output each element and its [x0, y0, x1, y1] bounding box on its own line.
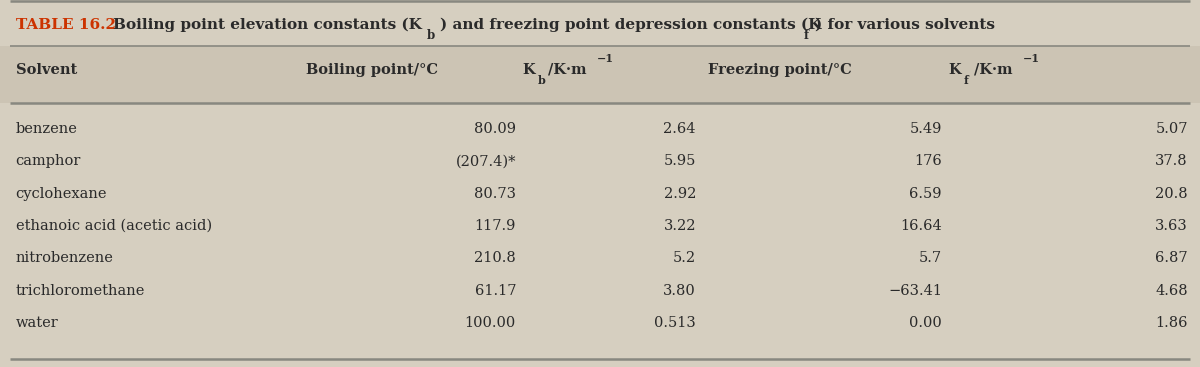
Text: −1: −1: [596, 53, 613, 64]
Text: −1: −1: [1022, 53, 1039, 64]
Text: 5.49: 5.49: [910, 122, 942, 136]
Text: 100.00: 100.00: [464, 316, 516, 330]
FancyBboxPatch shape: [0, 0, 1200, 46]
Text: ) and freezing point depression constants (K: ) and freezing point depression constant…: [440, 18, 822, 32]
Text: 61.17: 61.17: [474, 284, 516, 298]
Text: 3.63: 3.63: [1156, 219, 1188, 233]
Text: 4.68: 4.68: [1156, 284, 1188, 298]
Text: (207.4)*: (207.4)*: [456, 155, 516, 168]
Text: 2.92: 2.92: [664, 187, 696, 201]
Text: f: f: [804, 29, 809, 42]
Text: 176: 176: [914, 155, 942, 168]
Text: 80.09: 80.09: [474, 122, 516, 136]
Text: Boiling point elevation constants (K: Boiling point elevation constants (K: [113, 18, 421, 32]
Text: 37.8: 37.8: [1156, 155, 1188, 168]
Text: −63.41: −63.41: [888, 284, 942, 298]
Text: ) for various solvents: ) for various solvents: [815, 18, 995, 32]
Text: 3.22: 3.22: [664, 219, 696, 233]
Text: 6.87: 6.87: [1156, 251, 1188, 265]
Text: 1.86: 1.86: [1156, 316, 1188, 330]
Text: Solvent: Solvent: [16, 63, 77, 77]
Text: b: b: [427, 29, 434, 42]
Text: /K·m: /K·m: [974, 63, 1013, 77]
Text: trichloromethane: trichloromethane: [16, 284, 145, 298]
Text: K: K: [522, 63, 535, 77]
Text: camphor: camphor: [16, 155, 80, 168]
Text: ethanoic acid (acetic acid): ethanoic acid (acetic acid): [16, 219, 211, 233]
Text: 2.64: 2.64: [664, 122, 696, 136]
Text: /K·m: /K·m: [548, 63, 587, 77]
Text: water: water: [16, 316, 59, 330]
Text: 0.00: 0.00: [910, 316, 942, 330]
Text: 5.07: 5.07: [1156, 122, 1188, 136]
Text: 5.2: 5.2: [673, 251, 696, 265]
Text: 5.7: 5.7: [919, 251, 942, 265]
Text: TABLE 16.2: TABLE 16.2: [16, 18, 121, 32]
Text: benzene: benzene: [16, 122, 78, 136]
Text: 5.95: 5.95: [664, 155, 696, 168]
Text: Freezing point/°C: Freezing point/°C: [708, 63, 852, 77]
Text: 80.73: 80.73: [474, 187, 516, 201]
Text: 117.9: 117.9: [475, 219, 516, 233]
Text: 6.59: 6.59: [910, 187, 942, 201]
Text: b: b: [538, 75, 546, 86]
Text: nitrobenzene: nitrobenzene: [16, 251, 114, 265]
Text: 16.64: 16.64: [900, 219, 942, 233]
Text: 210.8: 210.8: [474, 251, 516, 265]
Text: 3.80: 3.80: [664, 284, 696, 298]
FancyBboxPatch shape: [0, 46, 1200, 103]
Text: Boiling point/°C: Boiling point/°C: [306, 63, 438, 77]
Text: f: f: [964, 75, 968, 86]
Text: cyclohexane: cyclohexane: [16, 187, 107, 201]
Text: 20.8: 20.8: [1156, 187, 1188, 201]
Text: K: K: [948, 63, 961, 77]
Text: 0.513: 0.513: [654, 316, 696, 330]
